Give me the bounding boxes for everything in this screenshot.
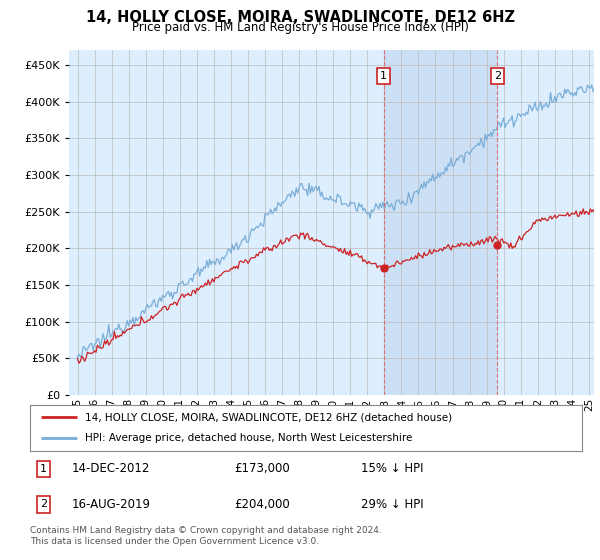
Text: 2: 2 — [40, 500, 47, 510]
Text: Contains HM Land Registry data © Crown copyright and database right 2024.
This d: Contains HM Land Registry data © Crown c… — [30, 526, 382, 546]
Text: 14-DEC-2012: 14-DEC-2012 — [71, 463, 150, 475]
Text: HPI: Average price, detached house, North West Leicestershire: HPI: Average price, detached house, Nort… — [85, 433, 413, 444]
Text: 1: 1 — [380, 71, 387, 81]
Bar — [383, 50, 497, 395]
Text: £204,000: £204,000 — [234, 498, 290, 511]
Text: 14, HOLLY CLOSE, MOIRA, SWADLINCOTE, DE12 6HZ (detached house): 14, HOLLY CLOSE, MOIRA, SWADLINCOTE, DE1… — [85, 412, 452, 422]
Text: 29% ↓ HPI: 29% ↓ HPI — [361, 498, 424, 511]
Text: 15% ↓ HPI: 15% ↓ HPI — [361, 463, 424, 475]
Text: £173,000: £173,000 — [234, 463, 290, 475]
Text: 14, HOLLY CLOSE, MOIRA, SWADLINCOTE, DE12 6HZ: 14, HOLLY CLOSE, MOIRA, SWADLINCOTE, DE1… — [86, 10, 515, 25]
Text: Price paid vs. HM Land Registry's House Price Index (HPI): Price paid vs. HM Land Registry's House … — [131, 21, 469, 34]
Text: 1: 1 — [40, 464, 47, 474]
Text: 16-AUG-2019: 16-AUG-2019 — [71, 498, 151, 511]
Text: 2: 2 — [494, 71, 501, 81]
